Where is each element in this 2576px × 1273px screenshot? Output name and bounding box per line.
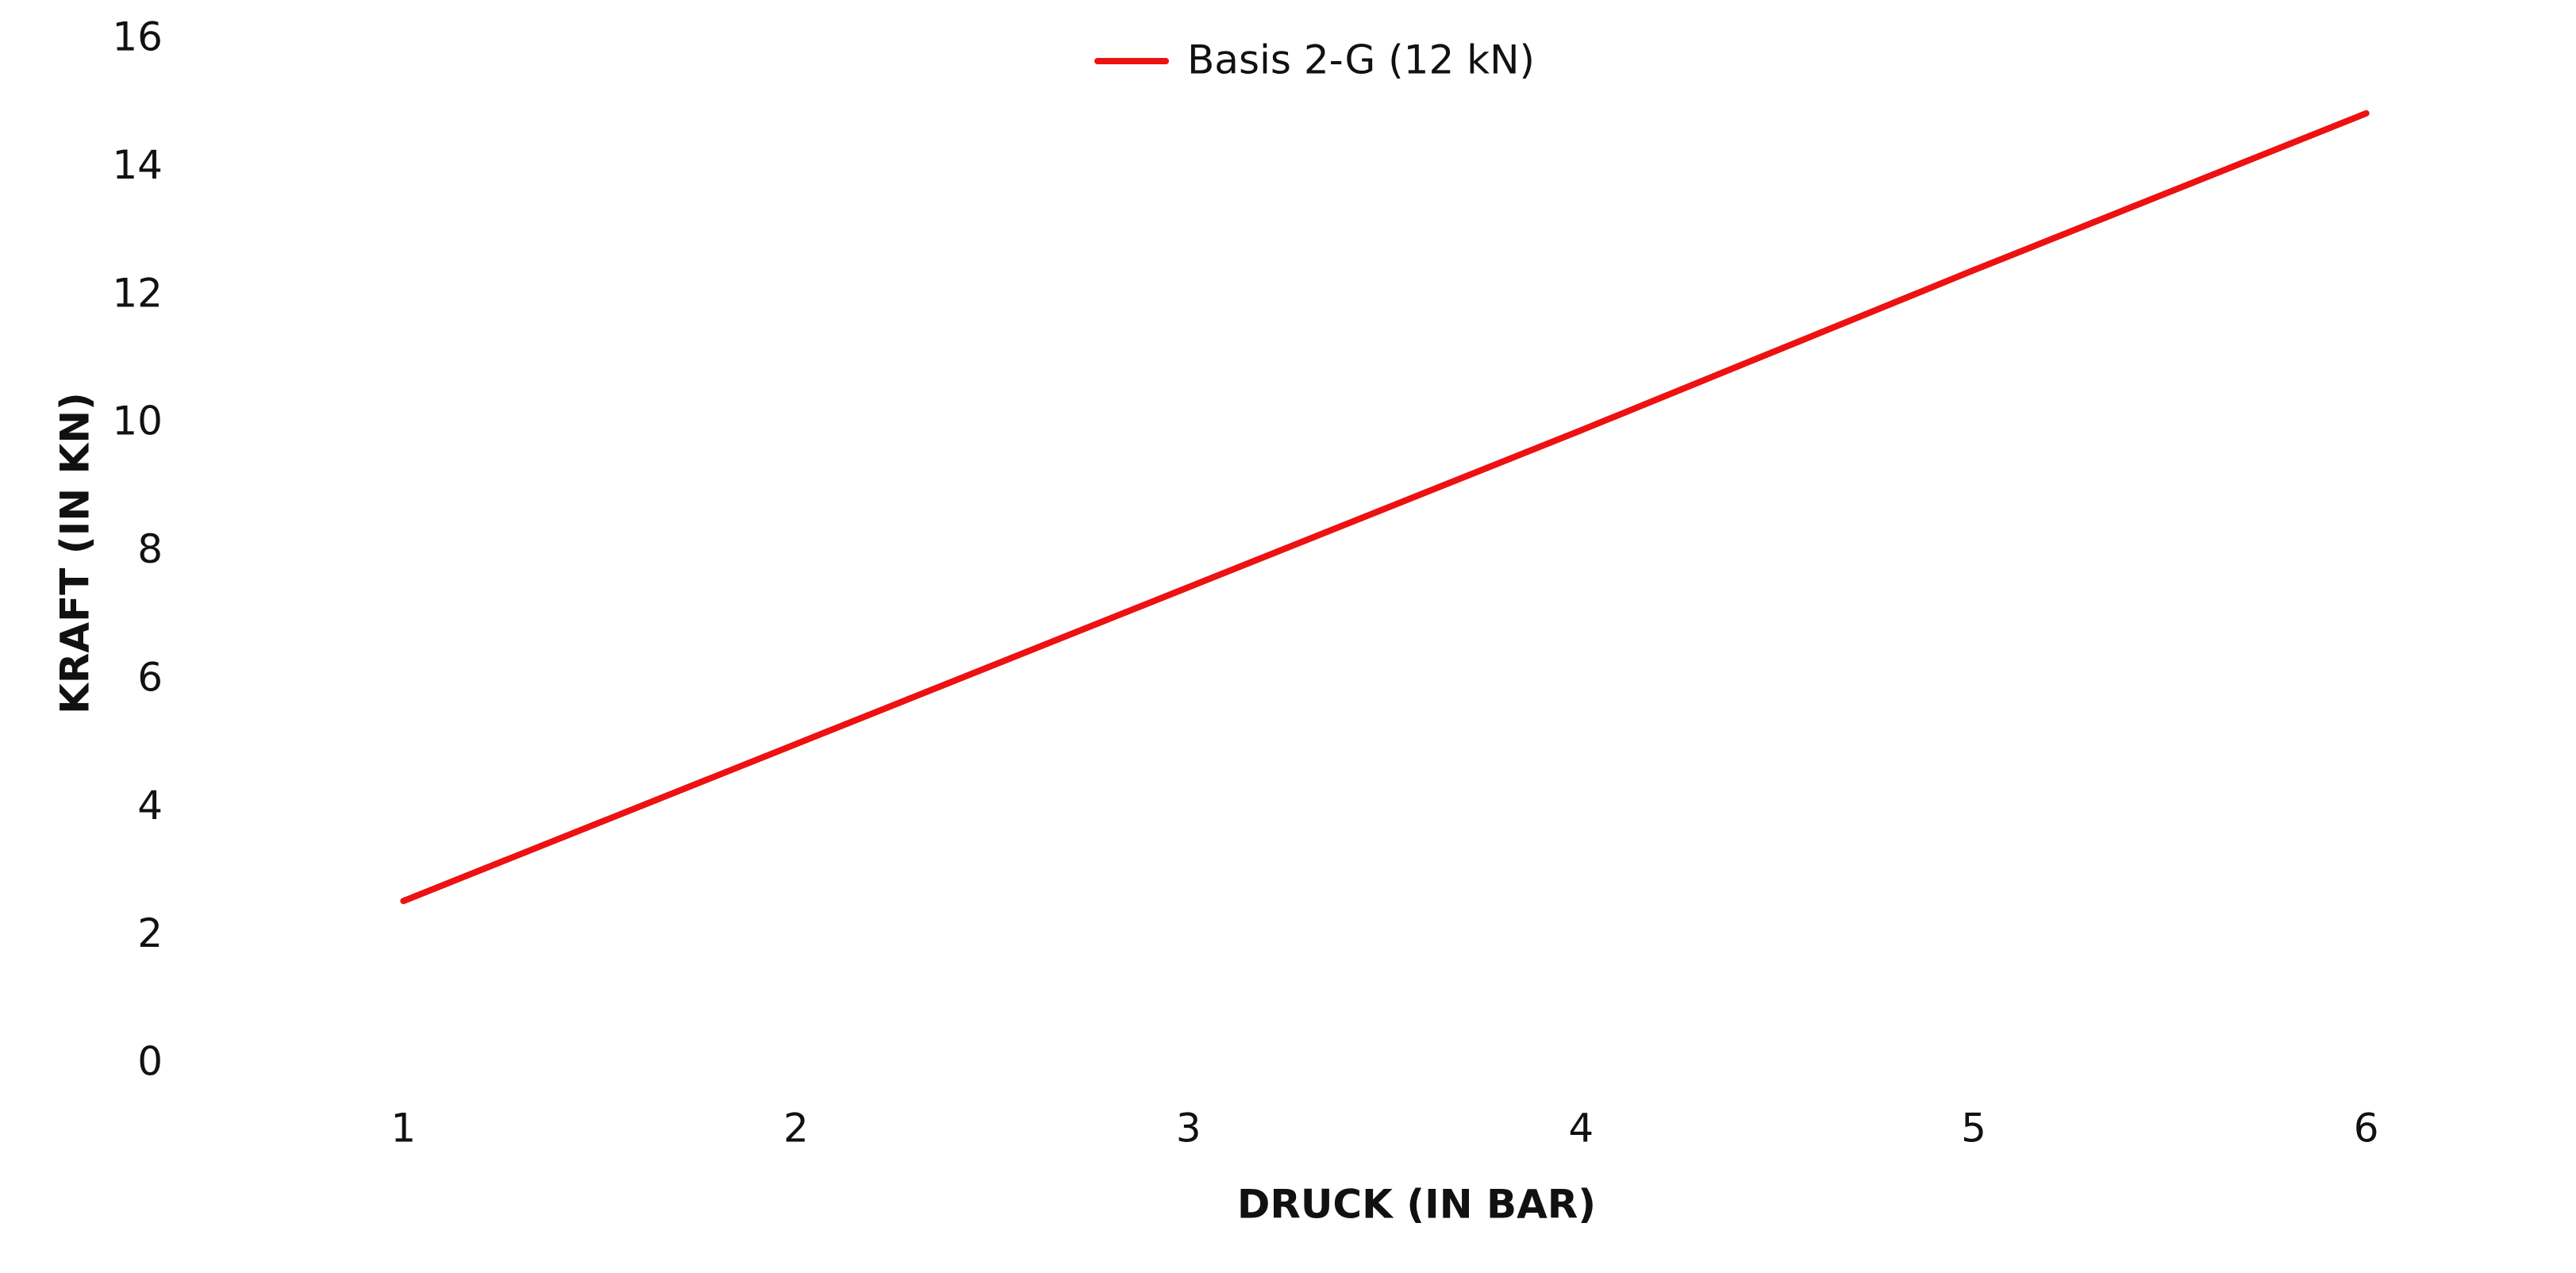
y-tick-label: 8 bbox=[137, 526, 163, 572]
x-tick-label: 5 bbox=[1961, 1106, 1986, 1152]
y-tick-label: 4 bbox=[137, 783, 163, 829]
x-tick-label: 3 bbox=[1176, 1106, 1201, 1152]
y-tick-label: 12 bbox=[112, 270, 163, 316]
x-tick-label: 4 bbox=[1568, 1106, 1594, 1152]
y-tick-label: 16 bbox=[112, 14, 163, 60]
y-tick-label: 10 bbox=[112, 398, 163, 444]
x-axis-title: DRUCK (IN BAR) bbox=[1237, 1182, 1596, 1228]
y-axis-title: KRAFT (IN KN) bbox=[52, 392, 98, 714]
x-tick-label: 6 bbox=[2354, 1106, 2379, 1152]
x-tick-label: 2 bbox=[783, 1106, 809, 1152]
x-tick-label: 1 bbox=[390, 1106, 416, 1152]
y-tick-label: 14 bbox=[112, 142, 163, 188]
y-tick-label: 2 bbox=[137, 910, 163, 956]
data-line bbox=[400, 110, 2370, 905]
legend-label: Basis 2-G (12 kN) bbox=[1187, 37, 1535, 83]
y-tick-label: 0 bbox=[137, 1039, 163, 1085]
y-tick-label: 6 bbox=[137, 654, 163, 700]
